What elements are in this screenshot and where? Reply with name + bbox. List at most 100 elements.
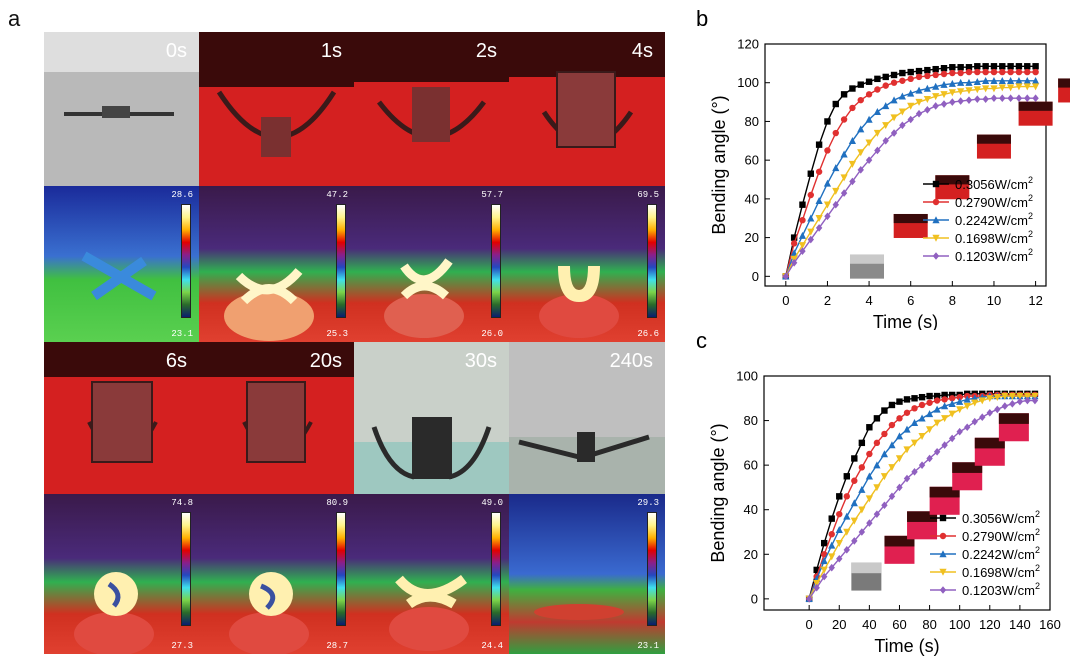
data-point: [982, 85, 990, 93]
data-point: [813, 583, 820, 592]
data-point: [948, 391, 956, 399]
x-tick-label: 10: [987, 293, 1001, 308]
data-point: [821, 539, 828, 547]
data-point: [932, 252, 940, 260]
data-point: [824, 147, 831, 154]
data-point: [933, 419, 941, 427]
inset-top: [935, 175, 970, 185]
inset-top: [1018, 101, 1053, 111]
x-tick-label: 4: [865, 293, 872, 308]
time-label: 6s: [165, 350, 187, 372]
inset-photo: [1058, 78, 1070, 103]
x-tick-label: 100: [949, 617, 971, 632]
thermal-cell: 28.6 23.1: [44, 186, 199, 342]
data-point: [807, 235, 814, 244]
data-point: [813, 566, 820, 574]
legend-label-main: 0.1698W/cm: [962, 565, 1035, 580]
inset-photo: [998, 413, 1029, 442]
data-point: [1007, 84, 1015, 92]
data-point: [1015, 94, 1023, 103]
y-tick-label: 20: [745, 230, 759, 245]
data-point: [963, 402, 971, 410]
data-point: [1009, 400, 1016, 408]
data-point: [939, 568, 947, 576]
data-point: [880, 473, 889, 481]
data-point: [850, 499, 858, 507]
colorbar-max: 49.0: [481, 498, 503, 508]
thermal-cell: 80.9 28.7: [199, 494, 354, 654]
data-point: [849, 85, 856, 92]
data-point: [815, 141, 823, 148]
data-point: [911, 405, 918, 412]
inset-top: [1058, 78, 1070, 88]
data-point: [1031, 83, 1040, 91]
data-point: [907, 102, 915, 110]
y-tick-label: 0: [752, 269, 759, 284]
data-point: [1007, 76, 1015, 84]
data-point: [866, 424, 873, 431]
data-point: [843, 493, 850, 500]
colorbar: [647, 204, 657, 318]
data-point: [828, 563, 835, 572]
data-point: [899, 69, 906, 77]
data-point: [832, 129, 839, 137]
colorbar-min: 25.3: [326, 329, 348, 339]
colorbar-min: 26.6: [637, 329, 659, 339]
panel-label-a: a: [8, 6, 21, 31]
data-point: [982, 76, 990, 84]
photo-cell: 4s: [509, 32, 665, 186]
data-point: [881, 407, 888, 414]
thermal-cell: 29.3 23.1: [509, 494, 665, 654]
colorbar: [336, 512, 346, 626]
data-point: [999, 68, 1006, 76]
data-point: [982, 63, 989, 70]
data-point: [932, 234, 940, 242]
data-point: [832, 187, 840, 195]
x-tick-label: 120: [979, 617, 1001, 632]
photo-image: [509, 32, 665, 186]
data-point: [890, 71, 898, 79]
thermal-image: [199, 494, 354, 654]
data-point: [858, 439, 866, 447]
data-point: [866, 519, 873, 527]
y-tick-label: 80: [745, 114, 759, 129]
data-point: [973, 86, 981, 94]
x-tick-label: 80: [922, 617, 936, 632]
data-point: [948, 410, 956, 418]
colorbar-min: 23.1: [637, 641, 659, 651]
legend-label-main: 0.2790W/cm: [962, 529, 1035, 544]
y-tick-label: 0: [751, 591, 758, 606]
data-point: [848, 160, 857, 168]
data-point: [979, 413, 986, 422]
x-tick-label: 160: [1039, 617, 1061, 632]
thermal-image: [354, 186, 509, 342]
data-point: [982, 95, 989, 103]
legend-label-main: 0.2242W/cm: [955, 213, 1028, 228]
legend-label: 0.2242W/cm2: [962, 545, 1040, 562]
data-point: [858, 506, 866, 514]
inset-top: [929, 486, 960, 498]
data-point: [790, 258, 798, 267]
time-label: 20s: [309, 350, 342, 372]
data-point: [925, 426, 934, 434]
data-point: [865, 78, 873, 85]
data-point: [939, 550, 947, 558]
inset-photo: [974, 437, 1005, 466]
data-point: [940, 70, 948, 78]
x-tick-label: 0: [806, 617, 813, 632]
legend-label-superscript: 2: [1035, 581, 1040, 591]
inset-top: [884, 535, 915, 547]
data-point: [890, 114, 898, 122]
inset-top: [998, 413, 1029, 424]
data-point: [933, 405, 941, 413]
data-point: [832, 200, 839, 209]
data-point: [903, 409, 911, 416]
data-point: [998, 84, 1006, 92]
legend-label-superscript: 2: [1028, 211, 1033, 221]
data-point: [1015, 63, 1023, 70]
data-point: [857, 96, 864, 104]
data-point: [1015, 76, 1023, 84]
data-point: [964, 423, 971, 432]
plot-frame: [764, 43, 1047, 287]
data-point: [881, 430, 888, 438]
